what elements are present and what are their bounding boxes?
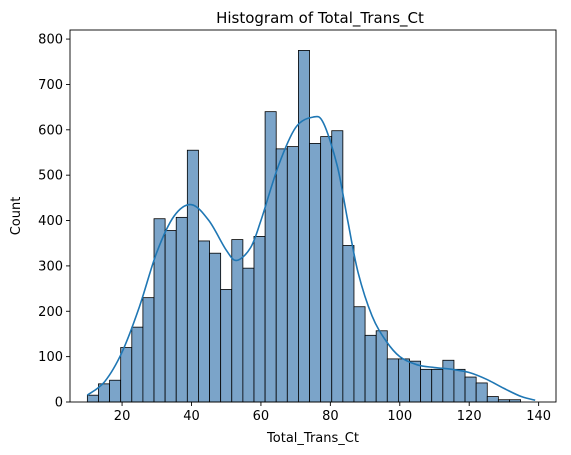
histogram-bar-10 [198,240,210,403]
histogram-bar-21 [320,136,333,403]
x-tick-label: 40 [183,409,200,424]
histogram-bar-24 [353,306,366,403]
histogram-bar-5 [142,297,155,403]
histogram-bar-11 [209,252,222,403]
y-tick-label: 400 [38,214,63,229]
histogram-bar-2 [109,379,122,403]
histogram-bar-29 [409,360,422,403]
y-tick-label: 600 [38,123,63,138]
y-tick-label: 100 [38,350,63,365]
y-tick-label: 200 [38,305,63,320]
histogram-bar-36 [486,396,499,403]
histogram-bar-30 [420,368,433,403]
x-axis-ticks: 20 40 60 80 100 120 140 [114,402,551,424]
y-tick-label: 300 [38,259,63,274]
histogram-bar-16 [264,111,277,403]
histogram-bar-35 [475,382,488,403]
histogram-bar-4 [131,326,144,403]
histogram-bar-31 [431,368,444,403]
x-tick-label: 80 [322,409,339,424]
histogram-bar-33 [453,368,466,403]
x-tick-label: 100 [387,409,412,424]
histogram-bar-28 [397,358,410,403]
histogram-bar-3 [120,347,133,403]
histogram-bar-27 [386,358,399,403]
x-tick-label: 20 [114,409,131,424]
histogram-bar-8 [175,216,188,403]
chart-title: Histogram of Total_Trans_Ct [216,9,424,28]
y-tick-label: 800 [38,33,63,48]
histogram-bar-15 [253,236,266,403]
histogram-bar-25 [364,334,377,403]
histogram-bar-19 [298,50,310,403]
histogram-bar-12 [220,289,233,403]
histogram-bar-14 [242,267,255,403]
x-tick-label: 140 [526,409,551,424]
x-axis-label: Total_Trans_Ct [266,431,359,446]
histogram-bar-17 [275,148,288,403]
histogram-bar-7 [164,230,177,403]
histogram-bar-9 [186,149,199,403]
histogram-bar-20 [309,143,322,403]
y-axis-ticks: 0 100 200 300 400 500 600 700 800 [38,33,70,411]
plot-frame [69,29,557,403]
y-tick-label: 0 [55,396,63,411]
y-axis-label: Count [9,197,24,236]
x-tick-label: 60 [253,409,270,424]
y-tick-label: 500 [38,169,63,184]
histogram-bar-22 [331,130,344,403]
y-tick-label: 700 [38,78,63,93]
kde-curve [86,115,536,401]
histogram-bar-13 [231,239,244,403]
histogram-bar-23 [342,245,355,403]
x-tick-label: 120 [457,409,482,424]
histogram-bar-0 [86,394,99,403]
histogram-bar-18 [286,146,299,403]
histogram-bar-34 [464,376,477,403]
histogram-bar-32 [442,359,455,403]
